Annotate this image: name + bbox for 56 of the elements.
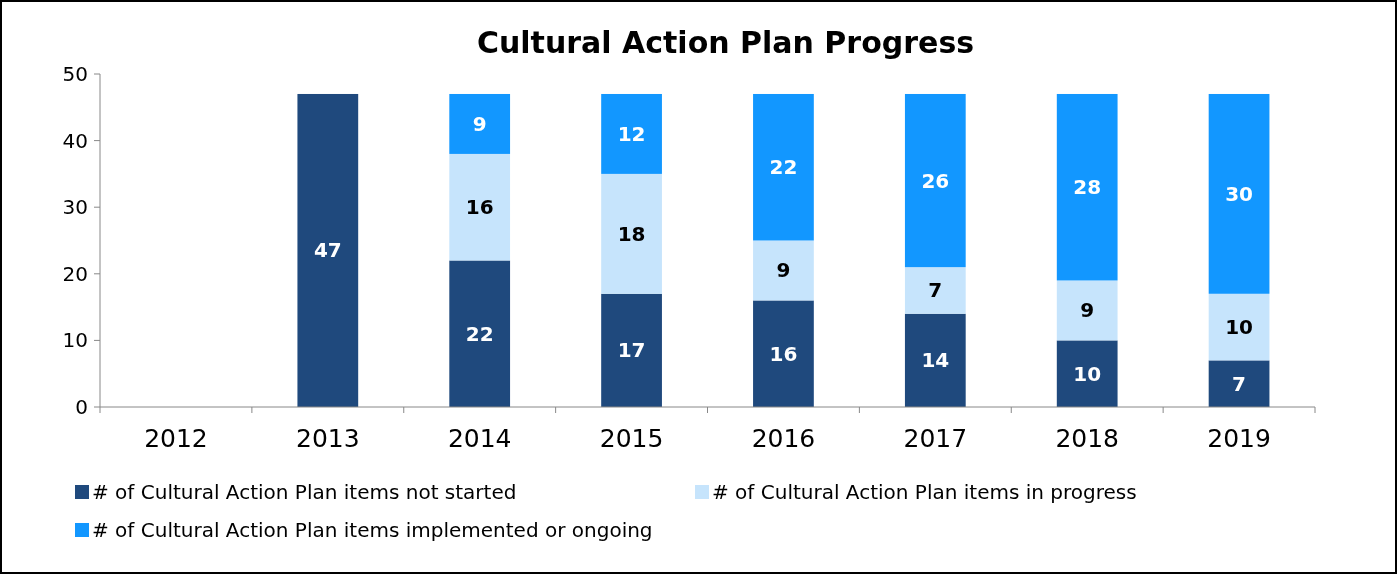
data-label: 17 bbox=[617, 338, 646, 363]
bar bbox=[449, 153, 511, 261]
data-label: 9 bbox=[776, 258, 791, 283]
bar bbox=[1208, 93, 1270, 294]
data-label: 10 bbox=[1225, 315, 1253, 340]
bar bbox=[297, 93, 359, 407]
data-label: 30 bbox=[1225, 181, 1253, 206]
y-tick-label: 30 bbox=[62, 195, 88, 220]
bar bbox=[904, 93, 966, 268]
y-tick-label: 40 bbox=[62, 128, 88, 153]
bar bbox=[1056, 340, 1118, 407]
bar bbox=[904, 267, 966, 314]
data-label: 22 bbox=[769, 155, 798, 180]
bar bbox=[904, 313, 966, 407]
bar bbox=[1208, 360, 1270, 407]
data-label: 9 bbox=[472, 111, 487, 136]
data-label: 14 bbox=[921, 348, 950, 373]
bar bbox=[1056, 93, 1118, 281]
bar bbox=[753, 240, 814, 301]
data-label: 12 bbox=[617, 121, 646, 146]
bar bbox=[1208, 293, 1270, 361]
data-label: 7 bbox=[928, 278, 943, 303]
x-tick-label: 2018 bbox=[1055, 424, 1119, 453]
bar bbox=[753, 300, 814, 407]
data-label: 26 bbox=[921, 168, 950, 193]
bar bbox=[601, 293, 662, 407]
x-tick-label: 2013 bbox=[296, 424, 360, 453]
x-tick-label: 2012 bbox=[144, 424, 208, 453]
data-label: 47 bbox=[313, 238, 342, 263]
data-label: 22 bbox=[465, 321, 494, 346]
data-label: 18 bbox=[617, 221, 646, 246]
x-tick-label: 2019 bbox=[1207, 424, 1271, 453]
legend-label: # of Cultural Action Plan items in progress bbox=[712, 480, 1137, 504]
y-tick-label: 10 bbox=[62, 328, 88, 353]
bar bbox=[449, 93, 511, 154]
legend-label: # of Cultural Action Plan items implemented or ongoing bbox=[92, 518, 653, 542]
data-label: 10 bbox=[1073, 361, 1102, 386]
y-tick-label: 50 bbox=[62, 62, 88, 86]
data-label: 16 bbox=[769, 341, 798, 366]
bar bbox=[449, 260, 511, 407]
bar bbox=[601, 93, 662, 174]
y-tick-label: 20 bbox=[62, 261, 88, 286]
bar bbox=[753, 93, 814, 241]
x-tick-label: 2015 bbox=[599, 424, 664, 453]
x-tick-label: 2017 bbox=[903, 424, 968, 453]
data-label: 9 bbox=[1080, 298, 1095, 323]
data-label: 7 bbox=[1232, 371, 1247, 396]
data-label: 28 bbox=[1073, 175, 1102, 200]
data-label: 16 bbox=[465, 195, 494, 220]
x-tick-label: 2014 bbox=[447, 424, 512, 453]
legend-label: # of Cultural Action Plan items not started bbox=[92, 480, 517, 504]
chart-title: Cultural Action Plan Progress bbox=[476, 24, 975, 60]
y-tick-label: 0 bbox=[75, 395, 88, 419]
x-tick-label: 2016 bbox=[751, 424, 816, 453]
bar bbox=[1056, 280, 1118, 341]
bar bbox=[601, 173, 662, 294]
